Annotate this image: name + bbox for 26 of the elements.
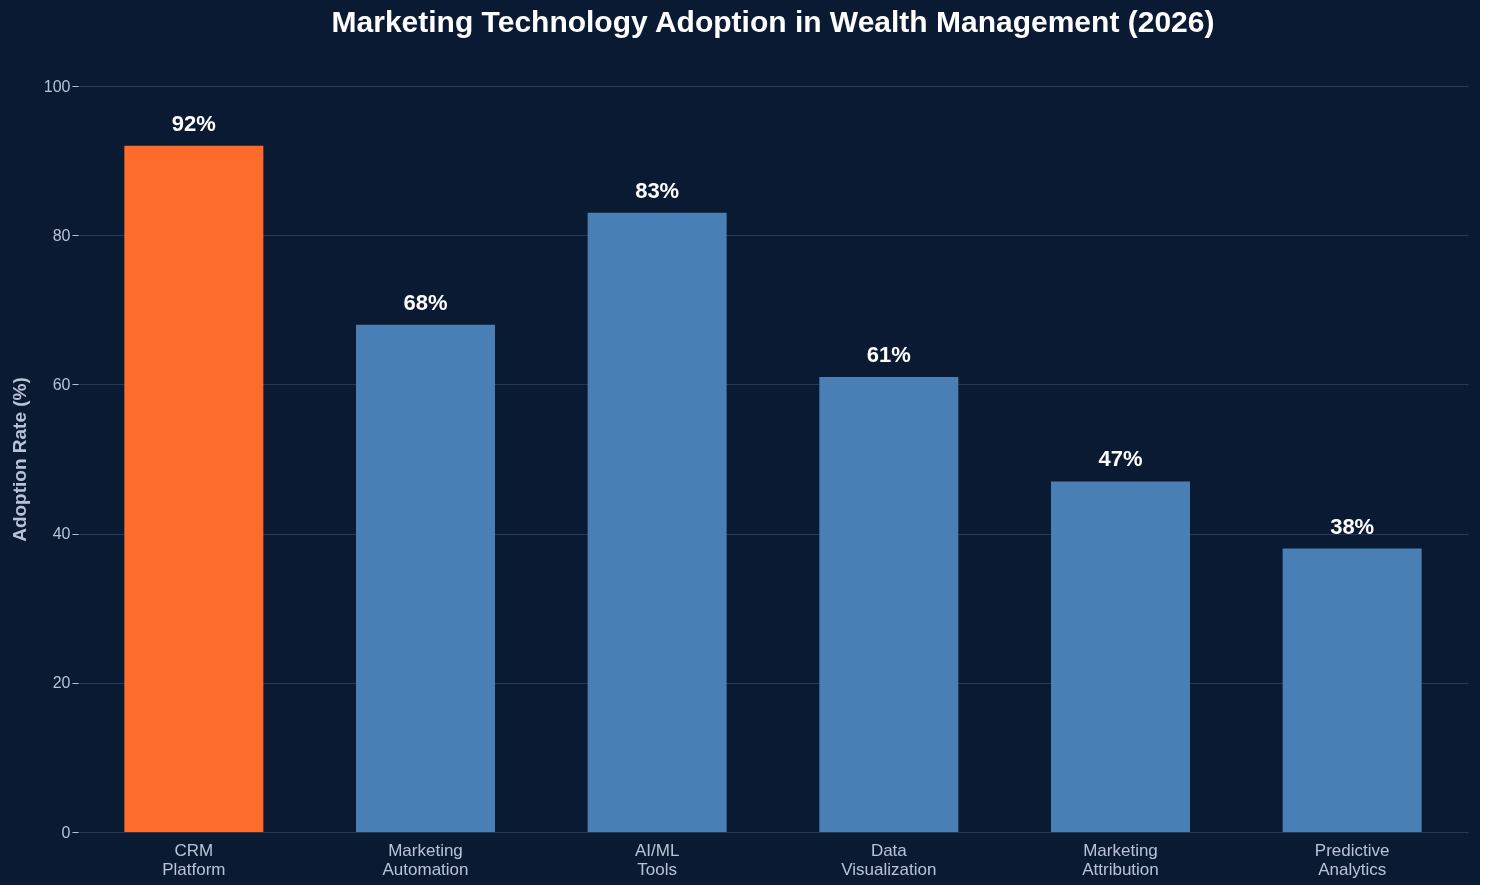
data-label: 68% — [403, 289, 448, 315]
x-tick-label: Data Visualization — [841, 840, 937, 879]
data-label: 61% — [866, 341, 911, 367]
data-label: 92% — [171, 110, 216, 136]
bar — [587, 212, 727, 832]
y-tick-label: 80 — [52, 226, 71, 244]
data-label: 38% — [1330, 513, 1375, 539]
data-label: 47% — [1098, 446, 1143, 472]
y-tick-label: 0 — [61, 823, 71, 841]
y-tick-label: 20 — [52, 674, 71, 692]
bar — [124, 145, 264, 832]
bar — [819, 376, 959, 832]
bar — [1051, 481, 1190, 832]
x-tick-label: Marketing Automation — [382, 840, 469, 879]
bar — [1282, 548, 1422, 832]
data-label: 83% — [635, 177, 680, 203]
bar — [356, 324, 495, 832]
x-tick-label: Predictive Analytics — [1314, 840, 1390, 879]
y-tick-label: 40 — [52, 525, 71, 543]
x-tick-label: CRM Platform — [162, 840, 226, 879]
y-axis-title: Adoption Rate (%) — [8, 377, 30, 542]
y-tick-label: 60 — [52, 375, 71, 393]
x-tick-label: AI/ML Tools — [634, 840, 680, 879]
y-tick-label: 100 — [43, 77, 71, 95]
chart-title: Marketing Technology Adoption in Wealth Management (2026) — [331, 5, 1215, 38]
x-tick-label: Marketing Attribution — [1082, 840, 1159, 879]
